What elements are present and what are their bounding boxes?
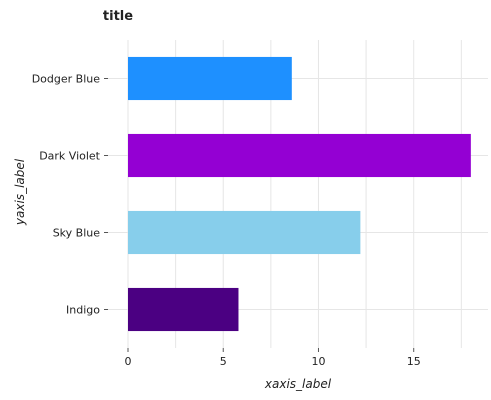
y-tick-label: Indigo — [66, 304, 100, 317]
chart-title: title — [103, 9, 133, 24]
y-tick-label: Sky Blue — [53, 227, 101, 240]
y-tick-label: Dodger Blue — [32, 73, 101, 86]
x-tick-label: 5 — [220, 355, 227, 368]
bar-dodger-blue — [128, 57, 292, 100]
y-tick-label: Dark Violet — [39, 150, 100, 163]
bar-sky-blue — [128, 211, 360, 254]
bar-dark-violet — [128, 134, 471, 177]
x-axis-title: xaxis_label — [264, 377, 332, 391]
y-axis-title: yaxis_label — [13, 158, 27, 226]
x-tick-label: 0 — [125, 355, 132, 368]
x-tick-label: 15 — [407, 355, 421, 368]
x-tick-label: 10 — [311, 355, 325, 368]
bar-indigo — [128, 288, 238, 331]
